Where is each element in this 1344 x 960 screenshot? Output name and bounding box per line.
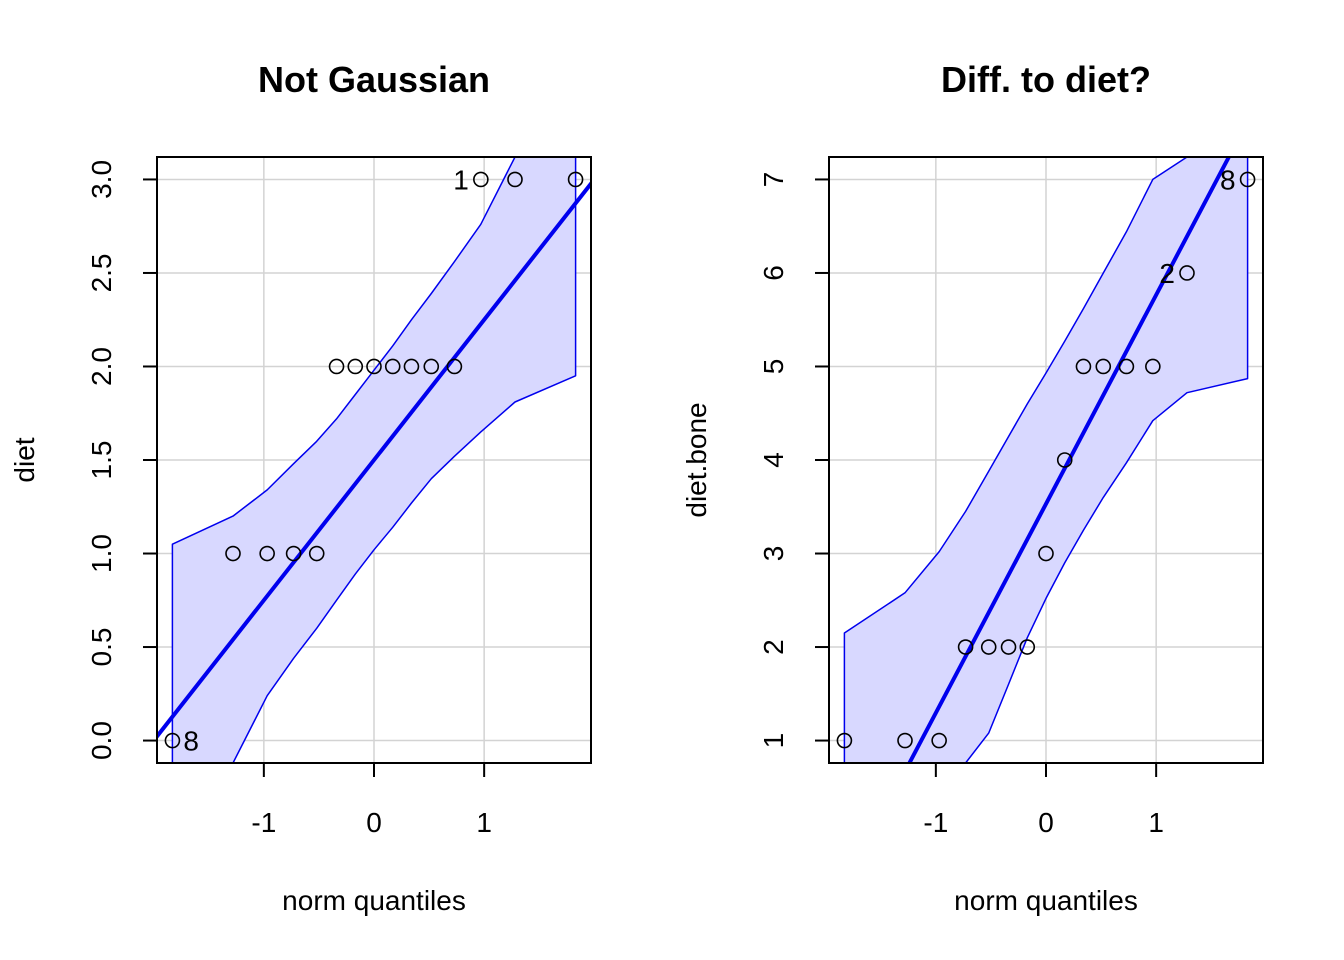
data-point — [473, 171, 489, 188]
data-point — [836, 732, 853, 749]
x-tick-label: -1 — [251, 807, 276, 838]
data-point — [897, 732, 913, 749]
point-label: 8 — [1220, 164, 1236, 195]
x-tick-label: 0 — [366, 807, 382, 838]
y-tick-label: 2 — [758, 639, 789, 655]
data-point — [1075, 358, 1092, 375]
qq-panel-diet: Not Gaussian norm quantiles diet 1 8 -1 0 1 0… — [9, 59, 592, 916]
data-point — [1095, 358, 1112, 375]
data-point — [1056, 452, 1073, 468]
x-tick-label: 1 — [476, 807, 492, 838]
data-point — [1118, 358, 1135, 375]
data-point — [1019, 639, 1036, 655]
data-point — [423, 358, 440, 375]
x-tick-label: -1 — [923, 807, 948, 838]
data-point — [957, 639, 974, 655]
y-tick-label: 2.0 — [86, 347, 117, 386]
data-point — [567, 171, 584, 188]
y-tick-label: 0.0 — [86, 721, 117, 760]
data-point — [259, 545, 275, 562]
y-tick-label: 2.5 — [86, 253, 117, 292]
y-tick-label: 1 — [758, 733, 789, 749]
x-axis-label: norm quantiles — [282, 885, 466, 916]
panel-title: Not Gaussian — [258, 59, 490, 100]
point-label: 1 — [453, 164, 469, 195]
y-tick-label: 5 — [758, 359, 789, 375]
data-point — [164, 732, 181, 749]
data-point — [328, 358, 345, 375]
data-point — [507, 171, 523, 188]
y-tick-label: 1.5 — [86, 441, 117, 480]
data-point — [1000, 639, 1017, 655]
y-tick-label: 6 — [758, 265, 789, 281]
data-point — [308, 545, 325, 562]
data-point — [446, 358, 463, 375]
data-point — [1038, 545, 1054, 562]
reference-line — [157, 180, 591, 740]
x-tick-label: 0 — [1038, 807, 1054, 838]
data-point — [980, 639, 997, 655]
point-label: 8 — [183, 726, 199, 757]
data-point — [1239, 171, 1256, 188]
y-tick-label: 0.5 — [86, 628, 117, 667]
qq-panel-diet-bone: Diff. to diet? norm quantiles diet.bone … — [681, 59, 1264, 916]
y-tick-label: 7 — [758, 172, 789, 188]
reference-line — [907, 157, 1231, 763]
x-axis-label: norm quantiles — [954, 885, 1138, 916]
panel-title: Diff. to diet? — [941, 59, 1151, 100]
y-tick-label: 3 — [758, 546, 789, 562]
plot-area — [157, 157, 591, 763]
y-tick-label: 4 — [758, 452, 789, 468]
y-tick-label: 3.0 — [86, 160, 117, 199]
plot-area — [829, 157, 1263, 763]
data-point — [1145, 358, 1161, 375]
point-label: 2 — [1159, 258, 1175, 289]
y-axis-label: diet.bone — [681, 402, 712, 517]
y-tick-label: 1.0 — [86, 534, 117, 573]
data-point — [403, 358, 420, 375]
data-point — [347, 358, 364, 375]
data-point — [384, 358, 401, 375]
y-axis-label: diet — [9, 437, 40, 482]
data-point — [931, 732, 947, 749]
data-point — [1179, 265, 1195, 281]
data-point — [225, 545, 241, 562]
data-point — [285, 545, 302, 562]
data-point — [366, 358, 382, 375]
x-tick-label: 1 — [1148, 807, 1164, 838]
